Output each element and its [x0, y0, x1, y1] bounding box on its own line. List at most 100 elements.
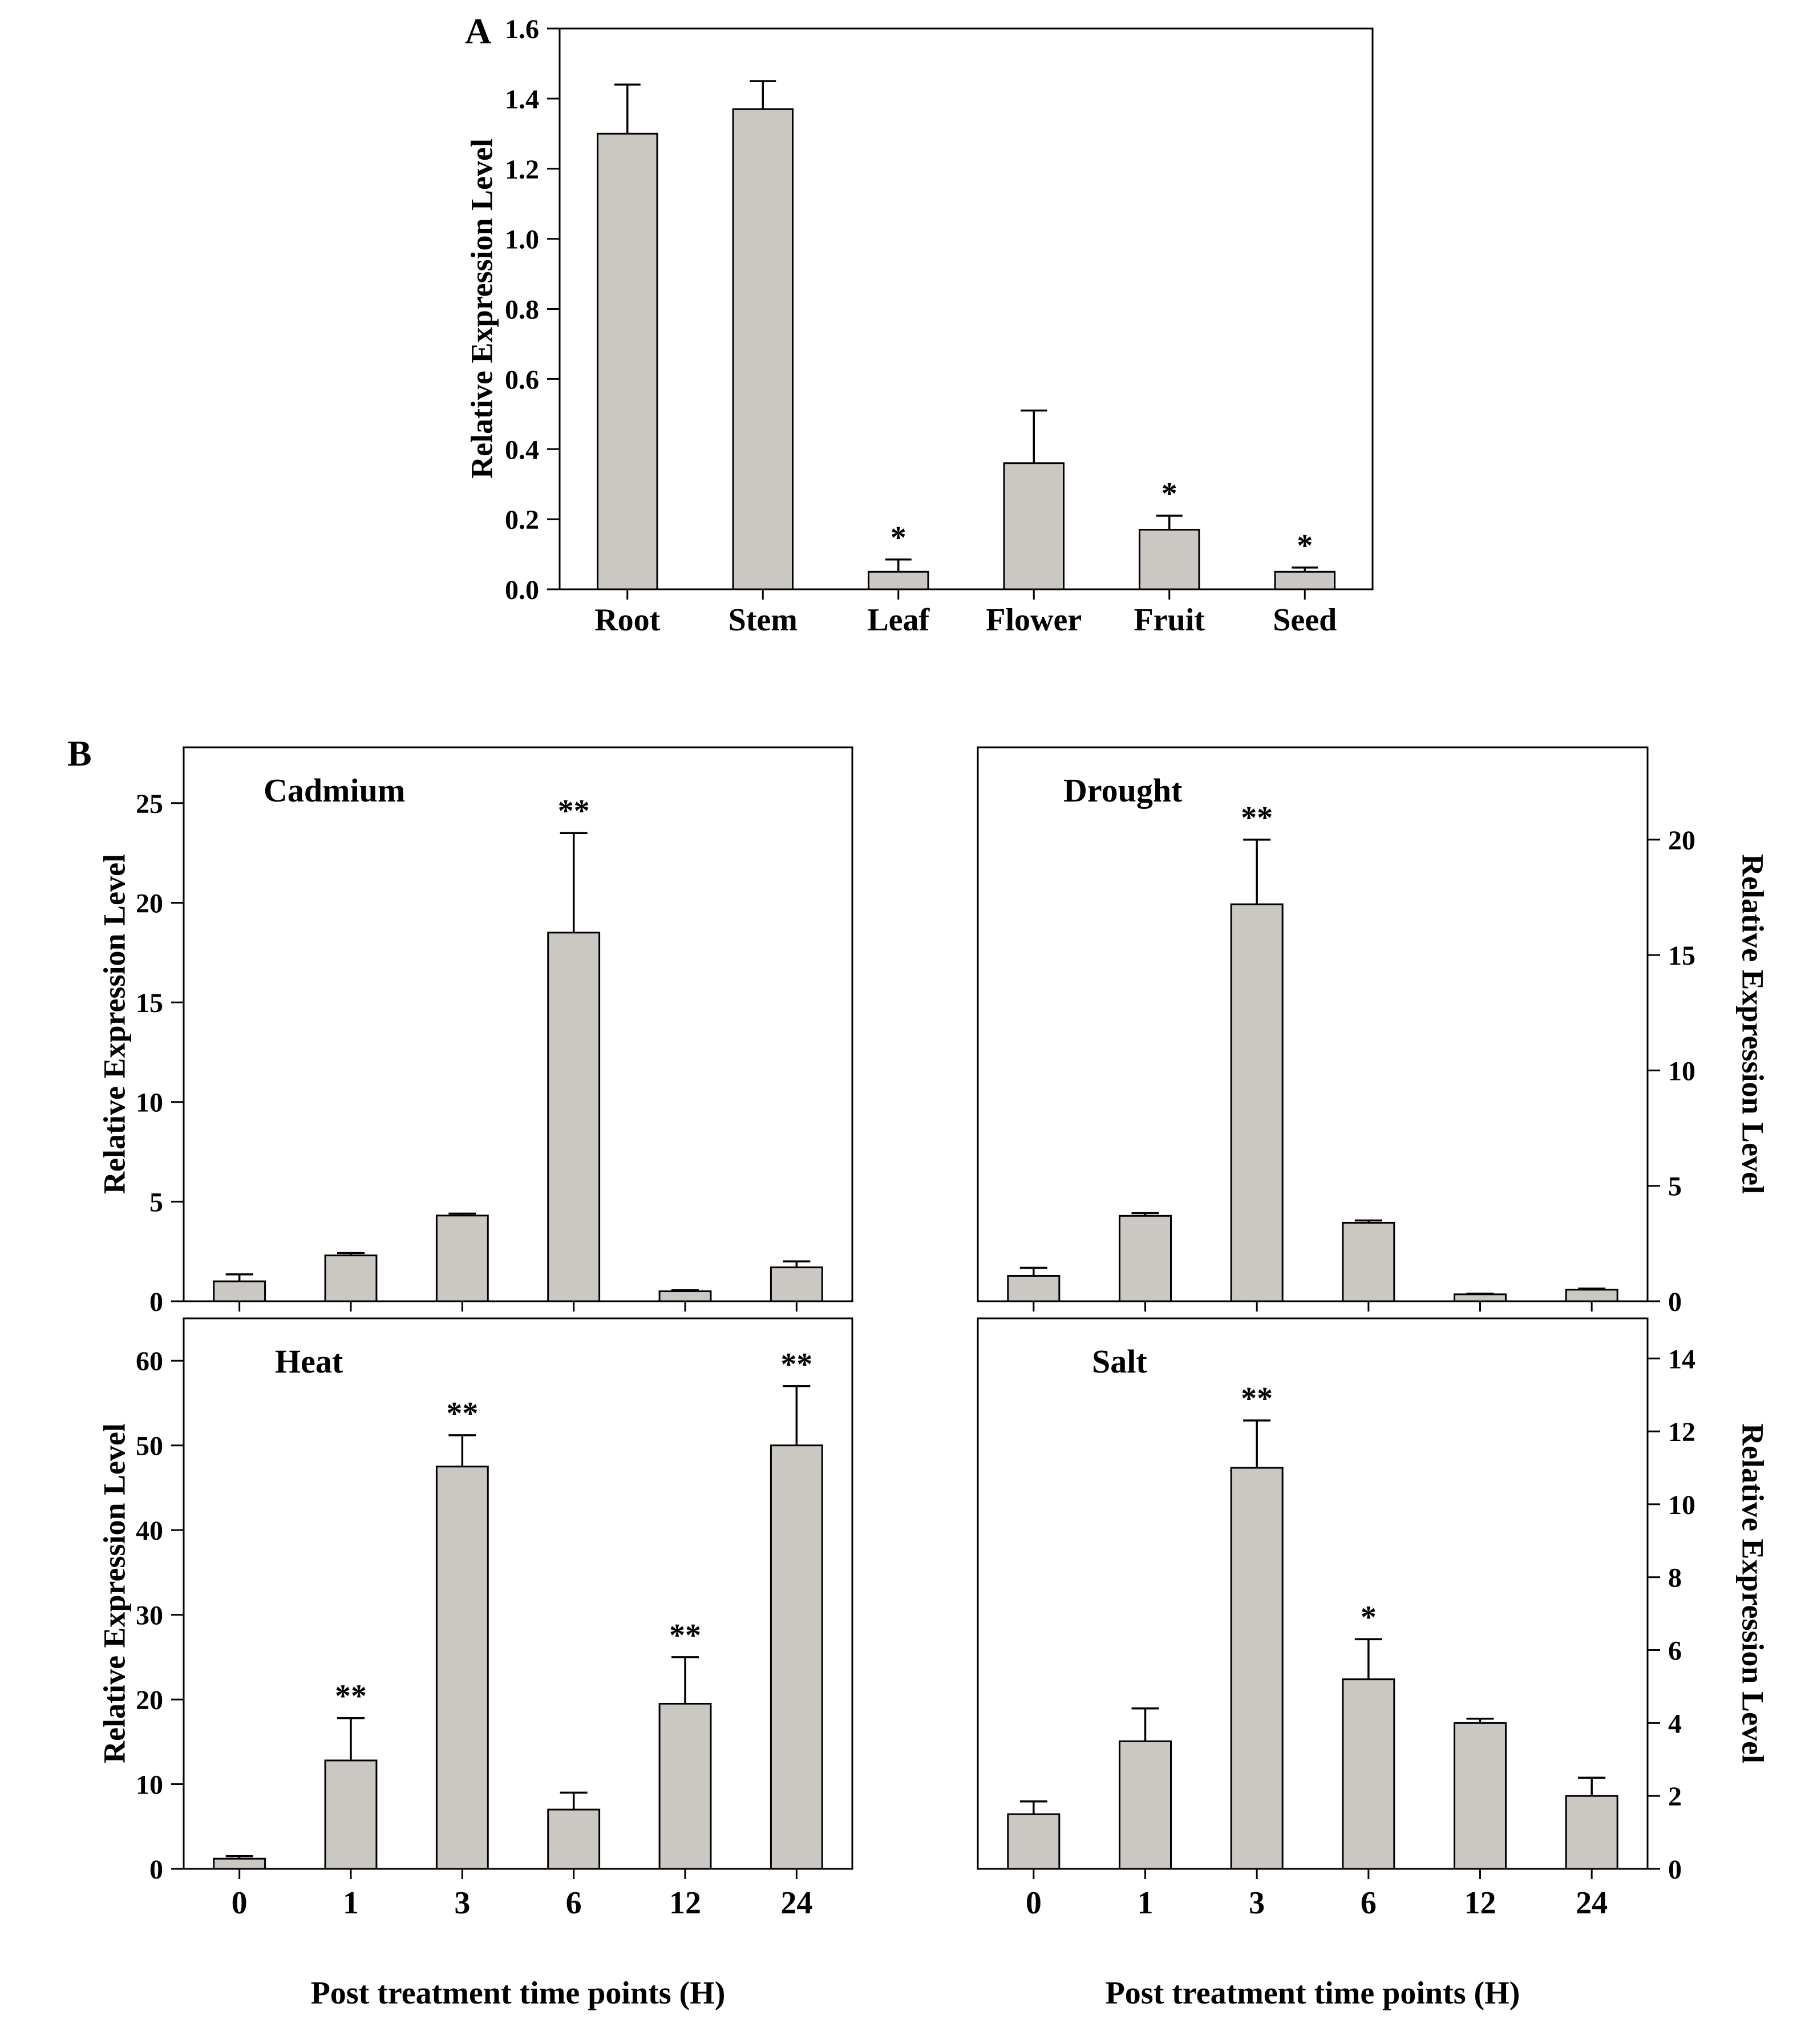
y-tick-label: 0.6 — [505, 365, 539, 395]
category-label: 24 — [1576, 1885, 1608, 1921]
y-tick-label: 0 — [149, 1287, 163, 1317]
bar — [1118, 1740, 1172, 1870]
category-label: 12 — [669, 1885, 701, 1921]
category-label: 1 — [1138, 1885, 1154, 1921]
significance-label: * — [891, 520, 906, 556]
y-tick-label: 1.2 — [505, 155, 539, 185]
category-label: 0 — [1026, 1885, 1042, 1921]
y-tick-label: 10 — [136, 1770, 163, 1800]
category-label: 6 — [566, 1885, 582, 1921]
subplot-title: Heat — [275, 1343, 343, 1380]
y-tick-label: 20 — [136, 888, 163, 918]
y-tick-label: 12 — [1668, 1417, 1695, 1447]
y-tick-label: 5 — [1668, 1172, 1682, 1202]
category-label: 6 — [1361, 1885, 1377, 1921]
y-tick-label: 4 — [1668, 1709, 1682, 1739]
category-label: Flower — [986, 602, 1082, 638]
y-tick-label: 2 — [1668, 1782, 1682, 1812]
category-label: Root — [594, 602, 660, 638]
bar — [1342, 1221, 1395, 1302]
y-tick-label: 0.8 — [505, 295, 539, 325]
y-tick-label: 20 — [136, 1685, 163, 1715]
y-tick-label: 0.4 — [505, 435, 539, 465]
category-label: Stem — [729, 602, 798, 638]
bar — [1342, 1678, 1395, 1870]
subplot-title: Salt — [1092, 1343, 1147, 1380]
significance-label: ** — [669, 1618, 701, 1653]
bar — [1230, 1467, 1284, 1870]
y-tick-label: 25 — [136, 789, 163, 819]
y-tick-label: 30 — [136, 1601, 163, 1631]
y-tick-label: 0.0 — [505, 575, 539, 605]
chart-cadmium: 0 5 10 15 20 25 ** Cadmium — [136, 746, 853, 1317]
y-tick-label: 0 — [1668, 1287, 1682, 1317]
y-tick-label: 10 — [136, 1088, 163, 1118]
y-tick-label: 1.6 — [505, 14, 539, 44]
x-axis-title-right: Post treatment time points (H) — [1105, 1976, 1520, 2011]
y-tick-label: 6 — [1668, 1636, 1682, 1666]
significance-label: ** — [446, 1396, 478, 1431]
chart-heat: 0 10 20 30 40 50 60 0 ** 1 ** 3 6 ** 12 ** 24 Heat — [136, 1317, 853, 1921]
bar — [658, 1290, 712, 1302]
y-tick-label: 0 — [149, 1855, 163, 1885]
bar — [324, 1254, 378, 1302]
y-tick-label: 60 — [136, 1346, 163, 1377]
panel-b-label: B — [67, 733, 92, 774]
category-label: Leaf — [867, 602, 930, 638]
bar — [868, 570, 929, 590]
category-label: 24 — [780, 1885, 812, 1921]
category-label: 3 — [1249, 1885, 1265, 1921]
y-tick-label: 14 — [1668, 1344, 1695, 1374]
plot-frame — [559, 27, 1374, 590]
y-tick-label: 8 — [1668, 1563, 1682, 1593]
plot-frame — [977, 1317, 1649, 1870]
y-tick-label: 1.0 — [505, 225, 539, 255]
significance-label: ** — [558, 794, 590, 829]
panel-a-label: A — [465, 11, 492, 51]
significance-label: ** — [335, 1679, 367, 1714]
bar — [1118, 1215, 1172, 1302]
bar — [1565, 1795, 1618, 1870]
y-tick-label: 5 — [149, 1187, 163, 1217]
x-axis-title-left: Post treatment time points (H) — [310, 1976, 726, 2011]
plot-frame — [183, 746, 853, 1302]
y-tick-label: 15 — [136, 988, 163, 1018]
subplot-title: Cadmium — [264, 772, 405, 809]
category-label: Fruit — [1134, 602, 1205, 638]
bar — [1230, 903, 1284, 1302]
y-tick-label: 40 — [136, 1516, 163, 1546]
bar — [770, 1444, 823, 1870]
bar — [547, 932, 601, 1302]
bar — [658, 1703, 712, 1870]
category-label: Seed — [1273, 602, 1337, 638]
y-tick-label: 10 — [1668, 1490, 1695, 1520]
plot-frame — [977, 746, 1649, 1302]
y-tick-label: 10 — [1668, 1056, 1695, 1086]
bar — [1453, 1722, 1507, 1870]
bar — [770, 1266, 823, 1302]
bar — [213, 1857, 266, 1870]
y-tick-label: 1.4 — [505, 84, 539, 115]
bar — [1003, 462, 1065, 590]
bar — [435, 1215, 489, 1302]
bar — [732, 108, 794, 590]
y-tick-label: 0 — [1668, 1855, 1682, 1885]
bar — [597, 132, 658, 590]
significance-label: * — [1297, 528, 1313, 564]
bar — [213, 1280, 266, 1302]
bar — [1007, 1813, 1061, 1870]
y-tick-label: 50 — [136, 1431, 163, 1462]
bar — [1007, 1274, 1061, 1302]
bar — [435, 1466, 489, 1870]
bar — [324, 1759, 378, 1870]
significance-label: ** — [1241, 800, 1273, 836]
bar — [1565, 1289, 1618, 1302]
significance-label: ** — [1241, 1381, 1273, 1416]
bar — [1274, 570, 1335, 590]
subplot-title: Drought — [1063, 772, 1183, 809]
bar — [547, 1808, 601, 1870]
significance-label: * — [1361, 1600, 1377, 1635]
significance-label: * — [1161, 476, 1177, 512]
